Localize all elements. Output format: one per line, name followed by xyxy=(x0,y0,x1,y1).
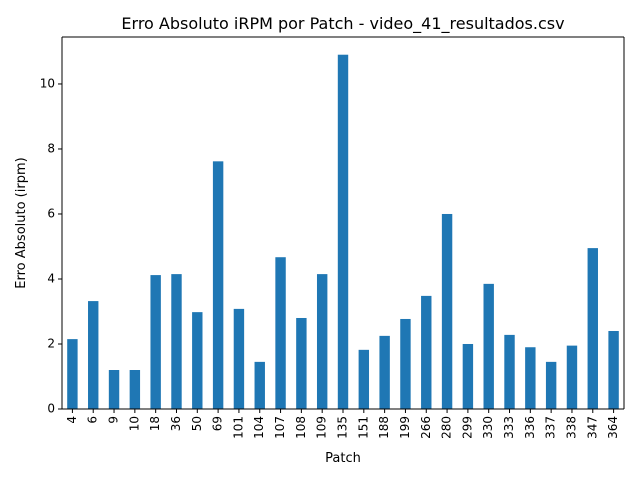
x-tick-label: 336 xyxy=(523,416,537,439)
x-tick-label: 199 xyxy=(398,416,412,439)
x-tick-label: 188 xyxy=(377,416,391,439)
bar-108 xyxy=(296,317,307,409)
x-tick-label: 10 xyxy=(127,416,141,431)
x-tick-label: 107 xyxy=(273,416,287,439)
x-tick-label: 135 xyxy=(336,416,350,439)
x-tick-label: 104 xyxy=(252,416,266,439)
bar-50 xyxy=(192,312,203,409)
bar-364 xyxy=(608,330,619,409)
bar-336 xyxy=(525,347,536,409)
x-axis-ticks: 4 6 9 10 18 36 50 69 101 104 107 108 109 135 151 188 199… xyxy=(65,409,620,439)
x-tick-label: 109 xyxy=(315,416,329,439)
x-tick-label: 50 xyxy=(190,416,204,431)
x-tick-label: 69 xyxy=(211,416,225,431)
bar-338 xyxy=(566,345,578,409)
bar-188 xyxy=(379,335,390,409)
bars-group xyxy=(67,54,619,410)
bar-9 xyxy=(108,370,120,409)
bar-4 xyxy=(67,339,78,409)
bar-330 xyxy=(483,283,494,409)
bar-101 xyxy=(233,308,245,409)
x-tick-label: 151 xyxy=(356,416,370,439)
x-tick-label: 4 xyxy=(65,416,79,424)
x-tick-label: 299 xyxy=(460,416,474,439)
y-tick-label: 2 xyxy=(47,336,55,350)
bar-36 xyxy=(171,274,182,409)
bar-69 xyxy=(212,161,224,409)
y-axis-label: Erro Absoluto (irpm) xyxy=(14,157,29,288)
x-tick-label: 36 xyxy=(169,416,183,431)
x-tick-label: 347 xyxy=(585,416,599,439)
bar-337 xyxy=(545,361,557,409)
x-tick-label: 101 xyxy=(231,416,245,439)
bar-6 xyxy=(88,301,99,409)
y-tick-label: 10 xyxy=(40,76,55,90)
bar-109 xyxy=(316,274,328,409)
x-tick-label: 333 xyxy=(502,416,516,439)
y-tick-label: 0 xyxy=(47,402,55,416)
bar-18 xyxy=(150,275,161,409)
bar-10 xyxy=(129,370,141,409)
x-tick-label: 280 xyxy=(440,416,454,439)
y-tick-label: 6 xyxy=(47,206,55,220)
x-tick-label: 337 xyxy=(544,416,558,439)
bar-199 xyxy=(400,318,411,409)
chart-title: Erro Absoluto iRPM por Patch - video_41_… xyxy=(121,14,564,34)
x-axis-label: Patch xyxy=(325,451,361,466)
bar-266 xyxy=(421,295,432,409)
x-tick-label: 18 xyxy=(148,416,162,431)
bar-347 xyxy=(587,248,598,409)
y-tick-label: 4 xyxy=(47,271,55,285)
x-tick-label: 108 xyxy=(294,416,308,439)
bar-280 xyxy=(441,213,453,409)
x-tick-label: 338 xyxy=(564,416,578,439)
bar-135 xyxy=(337,54,349,410)
x-tick-label: 364 xyxy=(606,416,620,439)
y-axis-ticks: 0 2 4 6 8 10 xyxy=(40,76,62,416)
bar-151 xyxy=(358,349,370,409)
axes-frame xyxy=(61,36,625,410)
x-tick-label: 266 xyxy=(419,416,433,439)
bar-107 xyxy=(275,257,286,409)
bar-299 xyxy=(462,343,474,409)
y-tick-label: 8 xyxy=(47,141,55,155)
x-tick-label: 6 xyxy=(86,416,100,424)
x-tick-label: 330 xyxy=(481,416,495,439)
bar-333 xyxy=(504,334,515,409)
x-tick-label: 9 xyxy=(107,416,121,424)
bar-104 xyxy=(254,361,265,409)
